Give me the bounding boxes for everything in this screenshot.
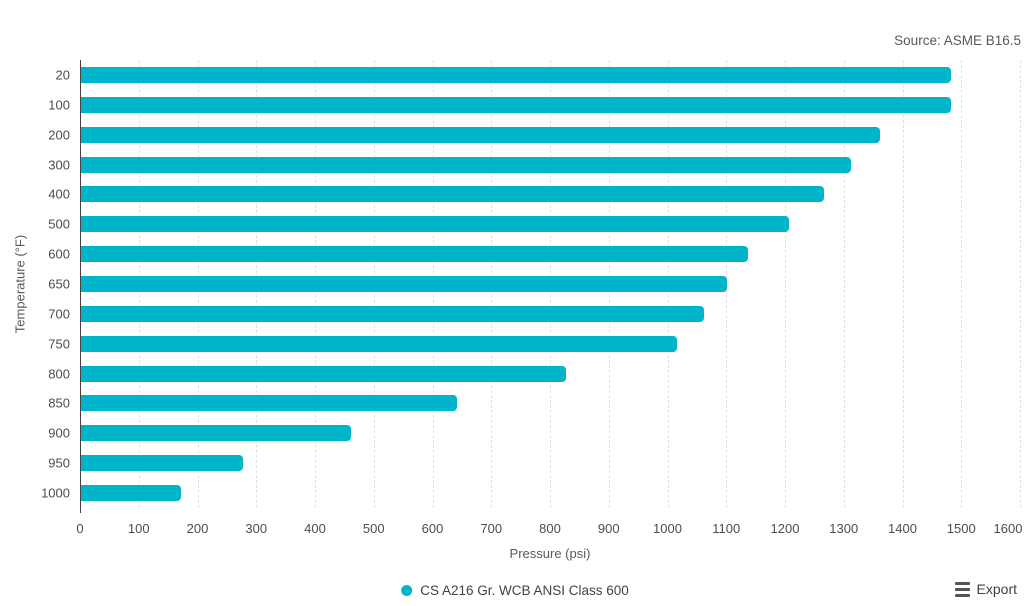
bar-600[interactable]: [81, 246, 748, 263]
bar-400[interactable]: [81, 186, 825, 203]
x-tick-label: 100: [127, 521, 150, 536]
bar-1000[interactable]: [81, 485, 181, 502]
bar-500[interactable]: [81, 216, 789, 233]
x-tick-label: 600: [421, 521, 444, 536]
y-tick-label: 900: [48, 425, 70, 441]
y-tick-label: 600: [48, 246, 70, 262]
bar-900[interactable]: [81, 425, 352, 442]
gridline: [1020, 60, 1021, 508]
x-axis-title: Pressure (psi): [509, 546, 591, 561]
bar-200[interactable]: [81, 126, 880, 143]
x-tick-label: 1400: [888, 521, 917, 536]
y-tick-label: 700: [48, 306, 70, 322]
x-tick-label: 500: [362, 521, 385, 536]
bar-850[interactable]: [81, 395, 457, 412]
x-tick-label: 0: [76, 521, 84, 536]
bar-950[interactable]: [81, 455, 243, 472]
y-tick-label: 800: [48, 366, 70, 382]
export-button-label: Export: [976, 581, 1017, 597]
bar-20[interactable]: [81, 66, 951, 83]
x-tick-label: 1300: [829, 521, 859, 536]
y-tick-label: 650: [48, 276, 70, 292]
y-tick-label: 100: [48, 97, 70, 113]
gridline: [785, 60, 786, 508]
y-tick-label: 300: [48, 157, 70, 173]
gridline: [902, 60, 904, 508]
legend-series-marker-icon: [401, 585, 413, 596]
plot-area: [80, 60, 1021, 513]
x-tick-label: 400: [304, 521, 326, 536]
gridline: [961, 60, 963, 508]
x-tick-label: 200: [186, 521, 209, 536]
hamburger-menu-icon: [954, 581, 970, 597]
y-tick-label: 950: [48, 455, 70, 471]
x-tick-label: 1600: [993, 521, 1023, 536]
export-button[interactable]: Export: [954, 581, 1017, 597]
legend-item[interactable]: CS A216 Gr. WCB ANSI Class 600: [401, 583, 629, 598]
y-axis-line: [80, 60, 81, 513]
x-tick-label: 1500: [946, 521, 976, 536]
x-tick-label: 1200: [770, 521, 800, 536]
x-tick-label: 700: [480, 521, 503, 536]
source-note: Source: ASME B16.5: [894, 33, 1021, 48]
y-tick-label: 500: [48, 216, 70, 232]
legend-series-label: CS A216 Gr. WCB ANSI Class 600: [420, 583, 629, 598]
gridline: [843, 60, 845, 508]
y-tick-label: 400: [48, 186, 70, 202]
x-tick-label: 300: [245, 521, 268, 536]
y-axis-labels: 20 100 200 300 400 500 600 650 700 750 800 850 900 95…: [0, 60, 70, 508]
y-tick-label: 850: [48, 395, 70, 411]
bar-700[interactable]: [81, 305, 704, 322]
bar-650[interactable]: [81, 276, 728, 292]
x-tick-label: 1100: [712, 521, 741, 536]
y-tick-label: 1000: [41, 485, 70, 501]
y-tick-label: 20: [55, 67, 70, 83]
bar-100[interactable]: [81, 96, 951, 113]
x-tick-label: 900: [597, 521, 620, 536]
bar-800[interactable]: [81, 365, 566, 382]
x-tick-label: 800: [539, 521, 561, 536]
x-tick-label: 1000: [653, 521, 682, 536]
x-axis-labels: 0 100 200 300 400 500 600 700 800 900 1000 1100 1200…: [76, 521, 1023, 539]
y-tick-label: 750: [48, 336, 70, 352]
bar-750[interactable]: [81, 335, 678, 352]
y-tick-label: 200: [48, 127, 70, 143]
bar-300[interactable]: [81, 156, 851, 173]
